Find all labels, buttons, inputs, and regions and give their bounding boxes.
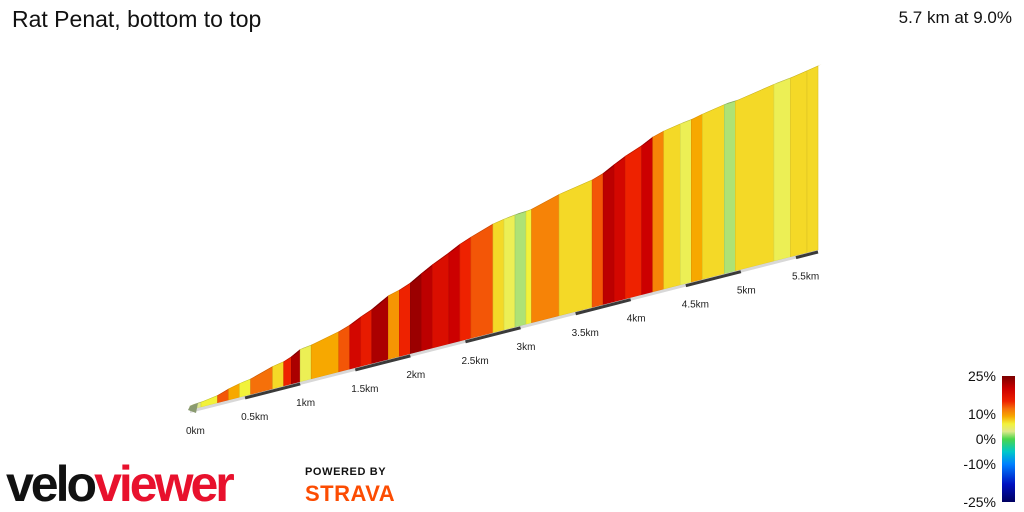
profile-segment (503, 214, 516, 331)
legend-label: 10% (968, 406, 996, 422)
legend-label: 25% (968, 368, 996, 384)
distance-tick-label: 3km (517, 342, 536, 353)
profile-segment (360, 308, 373, 367)
profile-segment (399, 282, 411, 358)
profile-start-cap (188, 403, 198, 413)
profile-segment (299, 344, 312, 383)
strava-logo: STRAVA (305, 481, 396, 506)
profile-segment (641, 136, 654, 296)
legend-label: 0% (976, 431, 996, 447)
profile-segment-top (515, 209, 530, 216)
profile-segment (724, 100, 736, 275)
profile-segment-top (773, 76, 794, 85)
legend-label: -25% (963, 494, 996, 510)
distance-tick-label: 0km (186, 426, 205, 437)
profile-segment (652, 130, 665, 293)
distance-tick-label: 2km (406, 370, 425, 381)
profile-segment (310, 331, 340, 380)
profile-segment (410, 272, 422, 355)
profile-segment (558, 179, 593, 317)
profile-segment (806, 65, 819, 254)
powered-by-label: POWERED BY (305, 466, 387, 478)
profile-segment-top (531, 192, 563, 210)
profile-segment (388, 289, 400, 360)
gradient-color-bar (1002, 376, 1015, 502)
profile-segment (790, 70, 808, 258)
profile-segment-top (250, 364, 277, 380)
veloviewer-logo: veloviewer (6, 456, 237, 510)
distance-band (354, 354, 411, 372)
profile-segment-top (559, 178, 596, 195)
profile-segment-top (806, 64, 822, 71)
profile-segment (531, 193, 560, 324)
profile-segment-top (470, 222, 497, 238)
profile-segment-top (625, 143, 646, 157)
profile-segment-top (201, 393, 222, 403)
profile-segment (432, 252, 450, 349)
profile-segment (690, 113, 703, 283)
distance-tick-label: 1km (296, 398, 315, 409)
gradient-legend: 25% 10% 0% -10% -25% (963, 368, 1015, 510)
profile-segment (291, 348, 301, 385)
profile-segment (283, 356, 292, 387)
gradient-legend-labels: 25% 10% 0% -10% -25% (963, 368, 996, 510)
profile-segment (735, 83, 775, 272)
distance-tick-label: 4km (627, 314, 646, 325)
profile-segment (613, 155, 626, 303)
page-title: Rat Penat, bottom to top (12, 6, 262, 32)
distance-band (244, 382, 301, 400)
profile-segment (702, 104, 725, 280)
profile-segment-top (735, 82, 778, 102)
profile-segment (459, 236, 472, 342)
profile-segment (239, 378, 251, 398)
svg-text:veloviewer: veloviewer (6, 456, 234, 510)
profile-segment (228, 383, 240, 401)
distance-tick-label: 5.5km (792, 272, 819, 283)
profile-segment (421, 264, 433, 352)
profile-segment (525, 208, 532, 325)
profile-segment-top (663, 122, 684, 132)
profile-segments (189, 64, 822, 411)
profile-segment (773, 77, 791, 262)
distance-tick-label: 4.5km (682, 300, 709, 311)
distance-tick-label: 1.5km (351, 384, 378, 395)
distance-band (465, 326, 521, 344)
profile-segment (448, 243, 461, 345)
profile-segment (492, 218, 505, 334)
profile-segment-top (311, 329, 343, 346)
profile-segment-top (432, 251, 453, 265)
profile-segment (514, 211, 527, 328)
distance-tick-label: 3.5km (572, 328, 599, 339)
profile-segment (470, 223, 494, 339)
profile-segment (349, 316, 362, 370)
distance-band (575, 298, 632, 316)
profile-segment (663, 123, 681, 290)
profile-segment (338, 324, 351, 373)
distance-axis: 0km 0.5km 1km 1.5km 2km 2.5km 3km 3.5km 4km 4.5km… (186, 250, 819, 437)
profile-segment (624, 145, 643, 300)
profile-segment (591, 172, 604, 308)
profile-segment-top (702, 102, 728, 115)
distance-tick-label: 5km (737, 286, 756, 297)
profile-segment-top (371, 294, 392, 310)
distance-tick-label: 2.5km (461, 356, 488, 367)
profile-segment (602, 163, 615, 306)
distance-tick-label: 0.5km (241, 412, 268, 423)
climb-summary: 5.7 km at 9.0% (898, 8, 1012, 27)
distance-band (795, 250, 819, 260)
distance-band (685, 270, 742, 288)
profile-segment-top (790, 69, 811, 79)
profile-segment (679, 119, 692, 286)
profile-segment-top (724, 99, 739, 105)
legend-label: -10% (963, 456, 996, 472)
profile-segment (371, 295, 389, 365)
